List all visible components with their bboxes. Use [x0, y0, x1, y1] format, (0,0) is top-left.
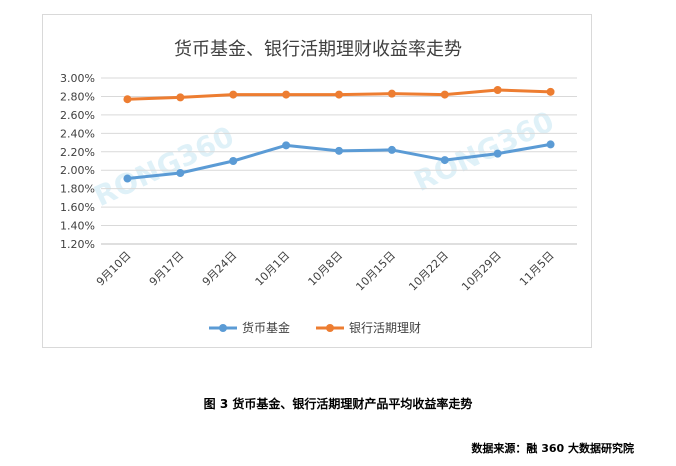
x-tick-label: 9月17日: [147, 249, 187, 289]
x-tick-label: 10月1日: [253, 249, 293, 289]
data-source: 数据来源：融 360 大数据研究院: [471, 442, 634, 455]
data-point: [176, 168, 185, 177]
line-chart: 货币基金、银行活期理财收益率走势 RONG360 RONG360 1.20% 1.4…: [60, 39, 577, 335]
x-tick-label: 10月29日: [459, 249, 504, 294]
data-point: [229, 90, 238, 99]
chart-frame: 货币基金、银行活期理财收益率走势 RONG360 RONG360 1.20% 1.4…: [42, 14, 592, 348]
legend-marker: [326, 324, 334, 332]
legend-marker: [219, 324, 227, 332]
x-tick-label: 11月5日: [517, 249, 557, 289]
data-point: [229, 157, 238, 165]
data-point: [546, 140, 555, 149]
y-tick-label: 2.20%: [60, 146, 95, 159]
data-point: [440, 156, 449, 165]
data-point: [387, 145, 396, 154]
y-tick-label: 2.40%: [60, 127, 95, 140]
x-tick-label: 10月15日: [353, 249, 398, 294]
y-tick-label: 2.00%: [60, 164, 95, 177]
figure-caption: 图 3 货币基金、银行活期理财产品平均收益率走势: [203, 397, 473, 411]
y-axis-ticks: 1.20% 1.40% 1.60% 1.80% 2.00% 2.20% 2.40% 2.60%…: [60, 72, 95, 251]
data-point: [282, 90, 291, 99]
data-point: [493, 149, 502, 158]
data-point: [282, 141, 291, 150]
legend-label: 银行活期理财: [349, 321, 421, 335]
chart-title: 货币基金、银行活期理财收益率走势: [174, 39, 462, 60]
legend-label: 货币基金: [242, 320, 290, 335]
legend: 货币基金 银行活期理财: [209, 320, 421, 335]
data-point: [546, 87, 555, 96]
data-point: [387, 89, 396, 98]
y-tick-label: 2.60%: [60, 109, 95, 122]
y-tick-label: 1.20%: [60, 238, 95, 251]
y-tick-label: 3.00%: [60, 72, 95, 85]
data-point: [440, 90, 449, 99]
x-tick-label: 10月8日: [306, 249, 346, 289]
watermarks: RONG360 RONG360: [89, 105, 559, 213]
series-lines: [123, 85, 555, 183]
y-tick-label: 1.40%: [60, 220, 95, 233]
x-axis-ticks: 9月10日 9月17日 9月24日 10月1日 10月8日 10月15日 10月22日 10月…: [94, 249, 557, 294]
data-point: [123, 174, 132, 183]
data-point: [335, 146, 343, 155]
y-tick-label: 1.80%: [60, 183, 95, 196]
data-point: [493, 85, 502, 94]
x-tick-label: 10月22日: [406, 249, 451, 294]
data-point: [335, 90, 343, 99]
data-point: [176, 93, 185, 102]
x-tick-label: 9月24日: [200, 249, 240, 289]
y-tick-label: 1.60%: [60, 201, 95, 214]
x-tick-label: 9月10日: [94, 249, 134, 289]
y-tick-label: 2.80%: [60, 90, 95, 103]
data-point: [123, 95, 132, 104]
